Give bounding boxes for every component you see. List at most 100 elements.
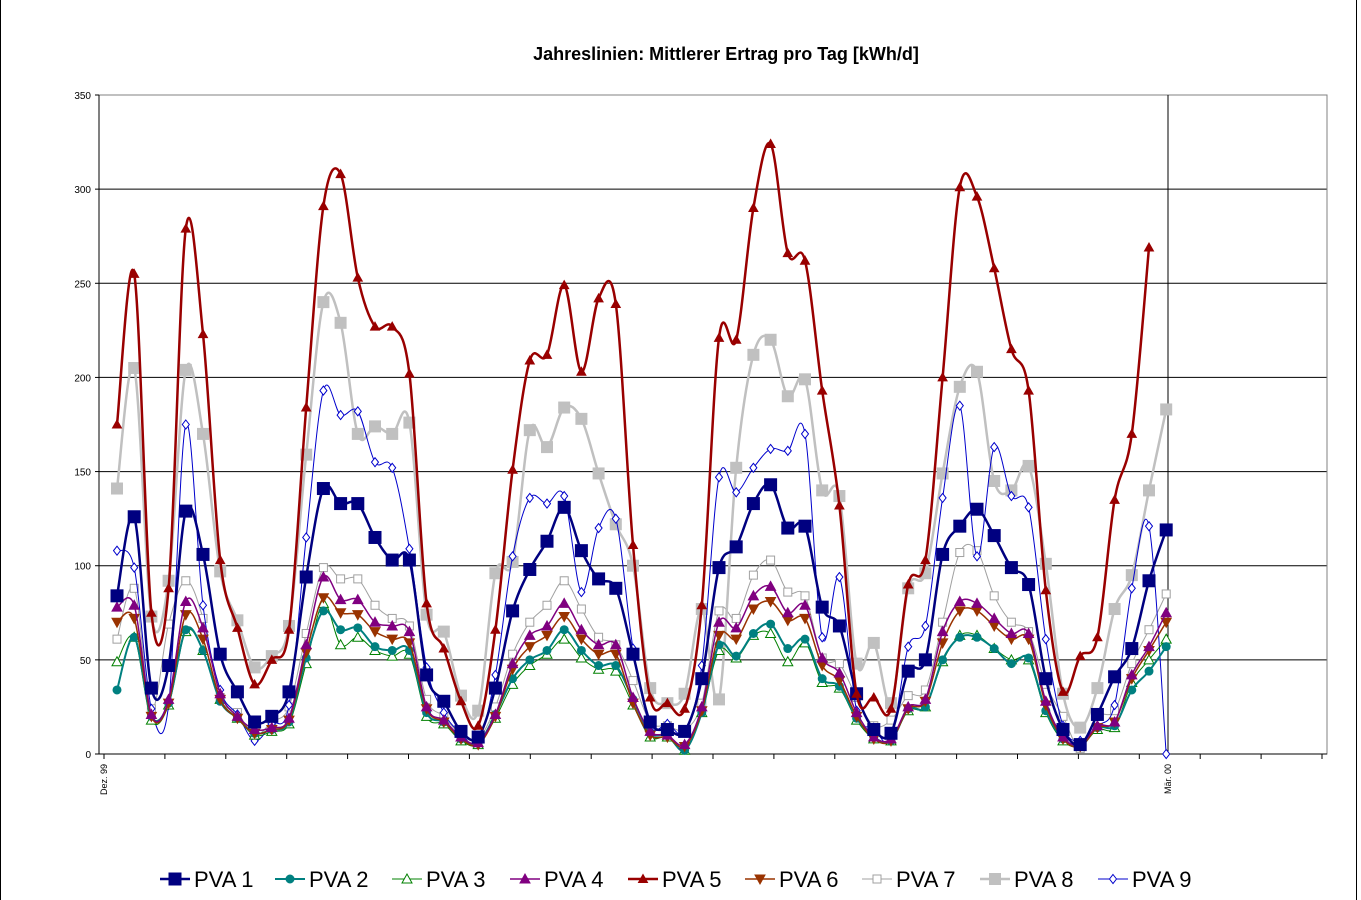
data-point (540, 534, 554, 548)
data-point (179, 363, 192, 376)
data-point (1091, 682, 1104, 695)
data-point (695, 700, 708, 712)
data-point (835, 571, 844, 583)
data-point (351, 497, 365, 511)
data-point (749, 462, 758, 474)
data-point (833, 667, 846, 678)
data-point (627, 691, 639, 703)
data-point (799, 613, 811, 625)
data-point (747, 604, 760, 616)
data-point (455, 695, 467, 706)
data-point (369, 627, 381, 638)
data-point (766, 619, 776, 629)
data-point (368, 530, 382, 544)
data-point (695, 672, 709, 686)
data-point (284, 699, 294, 711)
data-point (197, 621, 209, 633)
data-point (611, 661, 621, 671)
data-point (1022, 459, 1035, 472)
legend-item-pva-3: PVA 3 (392, 867, 486, 892)
data-point (336, 409, 345, 421)
legend-label: PVA 1 (194, 867, 254, 892)
data-point (817, 674, 827, 684)
chart-title: Jahreslinien: Mittlerer Ertrag pro Tag [… (533, 44, 919, 64)
data-point (766, 555, 776, 565)
data-point (112, 685, 122, 695)
data-point (834, 499, 845, 510)
data-point (421, 597, 432, 608)
data-point (319, 385, 328, 396)
data-point (558, 612, 571, 623)
data-point (729, 540, 743, 554)
data-point (696, 599, 708, 610)
data-point (146, 607, 157, 617)
data-point (249, 678, 260, 689)
data-point (644, 725, 657, 736)
data-point (920, 554, 931, 565)
data-point (163, 582, 174, 593)
data-point (902, 700, 915, 712)
data-point (1144, 625, 1154, 635)
data-point (679, 703, 690, 713)
legend-marker (637, 873, 649, 883)
data-point (713, 616, 725, 627)
legend-item-pva-2: PVA 2 (275, 867, 369, 892)
legend-marker (401, 872, 413, 884)
data-point (799, 599, 811, 610)
data-point (404, 368, 415, 378)
data-point (213, 647, 227, 661)
data-point (781, 390, 794, 403)
data-point (850, 706, 863, 718)
data-point (1160, 617, 1173, 629)
data-point (816, 651, 829, 663)
data-point (1108, 670, 1122, 684)
legend-marker (168, 872, 182, 886)
data-point (834, 659, 844, 669)
data-point (388, 462, 397, 474)
data-point (351, 593, 364, 605)
data-point (525, 492, 534, 504)
data-point (403, 625, 416, 637)
data-point (111, 601, 123, 612)
data-point (799, 255, 811, 265)
data-point (953, 595, 966, 606)
data-point (523, 629, 536, 640)
data-point (800, 591, 810, 601)
data-point (938, 655, 948, 665)
legend-label: PVA 9 (1132, 867, 1192, 892)
data-point (713, 693, 725, 706)
legend-item-pva-9: PVA 9 (1098, 867, 1192, 892)
data-point (334, 608, 347, 619)
data-point (867, 636, 880, 649)
data-point (970, 502, 984, 516)
y-tick-label: 0 (85, 750, 91, 761)
data-point (180, 223, 192, 233)
y-tick-label: 50 (80, 656, 92, 667)
data-point (317, 593, 330, 604)
data-point (523, 642, 536, 653)
data-point (558, 279, 570, 290)
data-point (592, 638, 605, 650)
data-point (489, 567, 502, 580)
data-point (800, 634, 810, 644)
data-point (972, 632, 982, 642)
data-point (386, 650, 399, 661)
data-point (1057, 686, 1069, 696)
data-point (179, 595, 192, 606)
data-point (884, 726, 898, 740)
data-point (816, 484, 829, 497)
data-point (111, 482, 123, 495)
legend-item-pva-7: PVA 7 (862, 867, 956, 892)
data-point (559, 625, 569, 635)
data-point (783, 644, 793, 654)
data-point (299, 570, 313, 584)
data-point (576, 645, 586, 655)
data-point (1143, 484, 1155, 497)
x-axis: Dez. 99 Mär. 00 (99, 754, 1323, 795)
data-point (1142, 574, 1156, 588)
data-point (248, 661, 261, 674)
data-point (867, 731, 880, 742)
data-point (525, 655, 535, 665)
data-point (609, 638, 622, 650)
